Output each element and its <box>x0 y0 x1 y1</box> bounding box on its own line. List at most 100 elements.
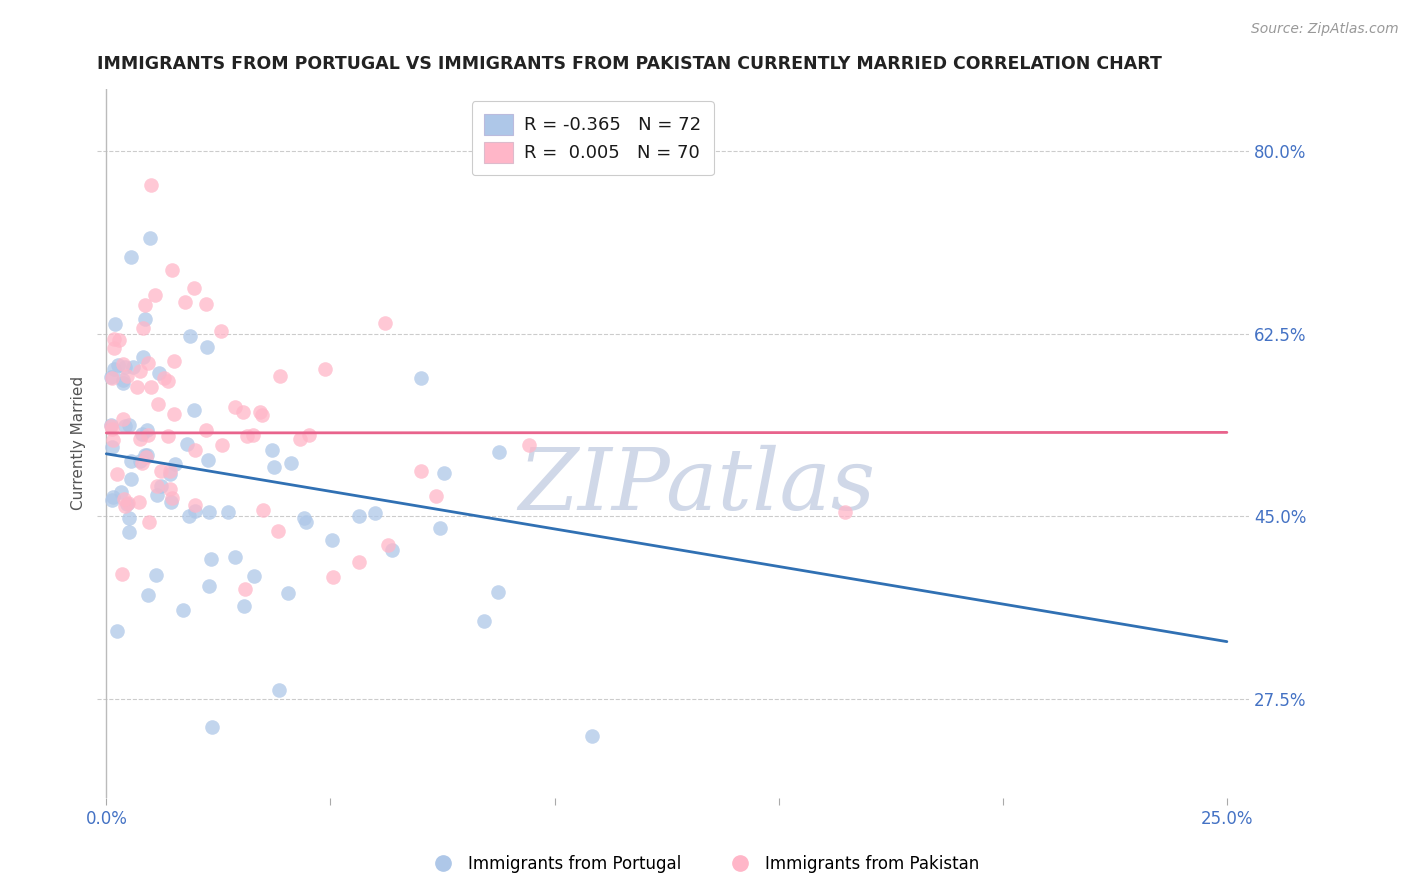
Point <box>176 437 198 451</box>
Point <box>262 442 284 457</box>
Point <box>201 720 224 734</box>
Point <box>198 579 221 593</box>
Point <box>110 484 132 499</box>
Point <box>136 424 159 438</box>
Point <box>111 357 134 371</box>
Point <box>128 454 150 468</box>
Point <box>120 250 142 264</box>
Point <box>200 552 222 566</box>
Point <box>150 479 173 493</box>
Point <box>250 408 273 422</box>
Legend: Immigrants from Portugal, Immigrants from Pakistan: Immigrants from Portugal, Immigrants fro… <box>420 848 986 880</box>
Point <box>184 504 207 518</box>
Point <box>160 491 183 505</box>
Point <box>242 427 264 442</box>
Point <box>152 371 174 385</box>
Point <box>174 295 197 310</box>
Text: IMMIGRANTS FROM PORTUGAL VS IMMIGRANTS FROM PAKISTAN CURRENTLY MARRIED CORRELATI: IMMIGRANTS FROM PORTUGAL VS IMMIGRANTS F… <box>97 55 1163 73</box>
Point <box>195 340 218 354</box>
Point <box>224 550 246 565</box>
Point <box>159 465 181 479</box>
Point <box>145 567 167 582</box>
Point <box>100 370 122 384</box>
Point <box>411 464 433 478</box>
Point <box>488 445 510 459</box>
Point <box>581 730 603 744</box>
Point <box>295 515 318 529</box>
Text: Source: ZipAtlas.com: Source: ZipAtlas.com <box>1251 22 1399 37</box>
Point <box>146 397 169 411</box>
Point <box>136 448 159 462</box>
Point <box>101 370 124 384</box>
Point <box>183 402 205 417</box>
Legend: R = -0.365   N = 72, R =  0.005   N = 70: R = -0.365 N = 72, R = 0.005 N = 70 <box>471 101 714 176</box>
Point <box>114 359 136 374</box>
Point <box>381 542 404 557</box>
Point <box>425 489 447 503</box>
Point <box>127 380 149 394</box>
Point <box>277 586 299 600</box>
Point <box>197 505 219 519</box>
Point <box>267 682 290 697</box>
Point <box>183 281 205 295</box>
Point <box>149 464 172 478</box>
Point <box>112 491 135 506</box>
Point <box>118 510 141 524</box>
Point <box>433 467 456 481</box>
Point <box>197 453 219 467</box>
Point <box>364 506 387 520</box>
Point <box>134 448 156 462</box>
Point <box>117 496 139 510</box>
Point <box>118 525 141 540</box>
Point <box>138 516 160 530</box>
Point <box>374 316 396 330</box>
Point <box>112 412 135 426</box>
Point <box>834 505 856 519</box>
Point <box>224 401 246 415</box>
Point <box>139 230 162 244</box>
Point <box>128 494 150 508</box>
Point <box>163 354 186 368</box>
Point <box>429 520 451 534</box>
Point <box>112 376 135 391</box>
Point <box>112 373 135 387</box>
Point <box>101 433 124 447</box>
Point <box>131 456 153 470</box>
Point <box>243 568 266 582</box>
Point <box>486 584 509 599</box>
Point <box>217 505 239 519</box>
Point <box>249 405 271 419</box>
Point <box>232 405 254 419</box>
Point <box>156 428 179 442</box>
Point <box>100 493 122 508</box>
Point <box>118 417 141 432</box>
Point <box>143 288 166 302</box>
Point <box>136 356 159 370</box>
Point <box>266 524 288 538</box>
Point <box>139 178 162 193</box>
Point <box>211 324 233 338</box>
Point <box>115 369 138 384</box>
Point <box>100 417 122 432</box>
Point <box>162 263 184 277</box>
Point <box>132 350 155 364</box>
Point <box>347 555 370 569</box>
Point <box>128 364 150 378</box>
Point <box>114 500 136 514</box>
Point <box>146 488 169 502</box>
Point <box>114 419 136 434</box>
Point <box>184 498 207 512</box>
Point <box>280 456 302 470</box>
Point <box>132 321 155 335</box>
Y-axis label: Currently Married: Currently Married <box>72 376 86 510</box>
Point <box>292 510 315 524</box>
Point <box>107 358 129 372</box>
Point <box>103 333 125 347</box>
Point <box>129 432 152 446</box>
Point <box>211 438 233 452</box>
Point <box>183 443 205 458</box>
Point <box>252 503 274 517</box>
Point <box>135 450 157 464</box>
Point <box>134 298 156 312</box>
Point <box>105 467 128 481</box>
